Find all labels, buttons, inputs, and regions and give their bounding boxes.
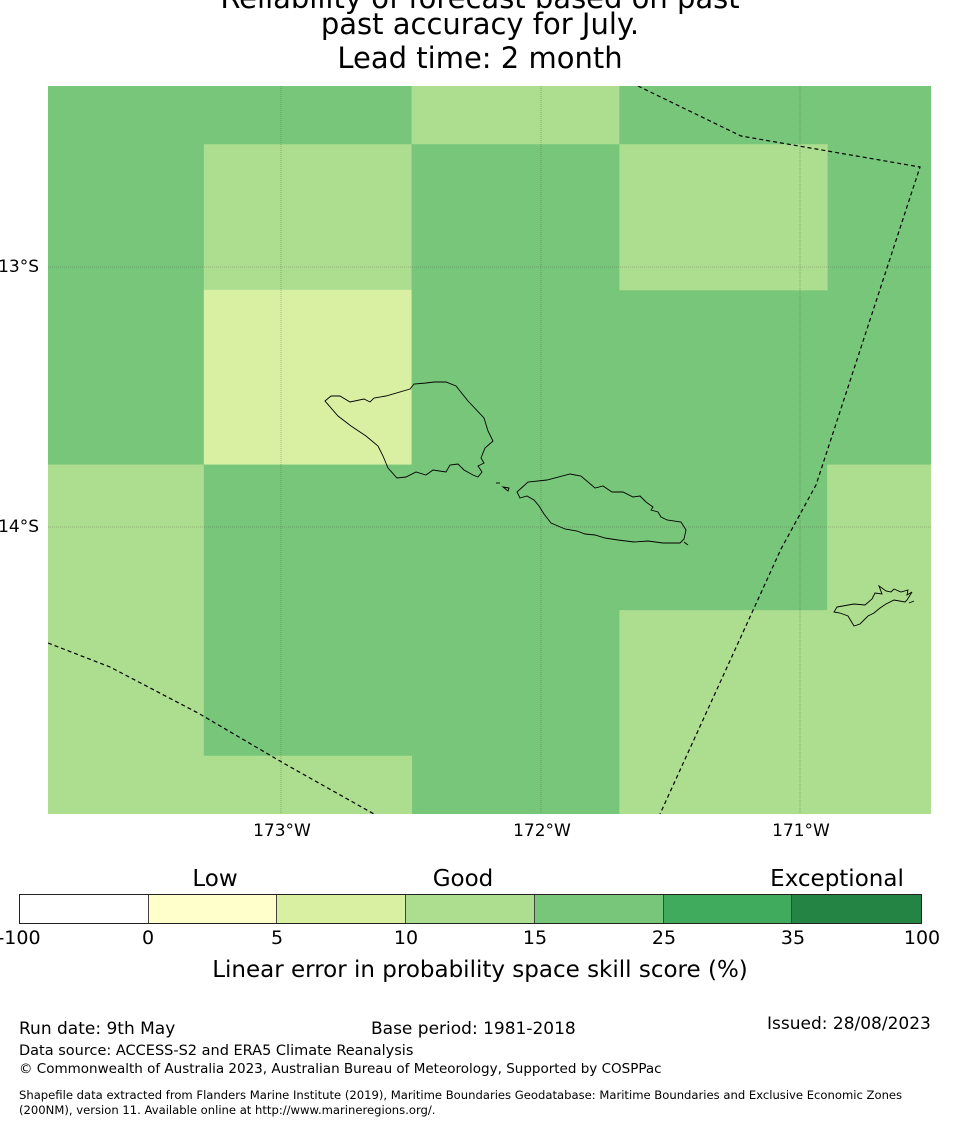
colorbar-category-low: Low	[192, 866, 238, 892]
skill-cell-10	[619, 464, 828, 611]
islet-apolima	[501, 486, 510, 492]
colorbar-segment-6	[792, 895, 921, 923]
shapefile-credit-line-2: (200NM), version 11. Available online at…	[19, 1103, 436, 1117]
skill-cell-12	[619, 610, 931, 814]
skill-cell-1	[411, 86, 620, 145]
issued-date: Issued: 28/08/2023	[767, 1014, 931, 1034]
skill-grid-cells	[48, 86, 931, 814]
graticule	[48, 86, 931, 814]
skill-cell-5	[411, 144, 620, 466]
skill-cell-8	[203, 464, 413, 757]
colorbar-tick-label: 5	[270, 927, 284, 949]
colorbar-category-good: Good	[432, 866, 494, 892]
colorbar-tick-label: 10	[393, 927, 419, 949]
title-line-2: past accuracy for July.	[320, 7, 640, 41]
eez-boundaries	[48, 86, 921, 814]
lat-label-13s: 13°S	[0, 257, 39, 277]
colorbar-label: Linear error in probability space skill …	[212, 957, 748, 983]
colorbar-tick-label: 0	[141, 927, 155, 949]
skill-cell-7	[48, 464, 205, 814]
shapefile-credit-line-1: Shapefile data extracted from Flanders M…	[19, 1088, 903, 1102]
skill-cell-6	[619, 144, 828, 291]
map-panel	[48, 86, 931, 814]
colorbar-segment-0	[20, 895, 149, 923]
colorbar-segment-4	[534, 895, 664, 923]
lon-label-172w: 172°W	[513, 821, 571, 841]
title-line-3: Lead time: 2 month	[337, 41, 623, 75]
colorbar-tick-label: 25	[651, 927, 677, 949]
islet-aunuu	[908, 600, 915, 604]
skill-map	[48, 86, 931, 814]
lon-label-173w: 173°W	[253, 821, 311, 841]
colorbar-tick-label: 35	[780, 927, 806, 949]
island-savaii	[324, 381, 494, 479]
colorbar-tick-label: 100	[903, 927, 941, 949]
colorbar-segment-1	[148, 895, 278, 923]
coastlines	[324, 381, 915, 627]
eez-boundary-southwest	[48, 642, 375, 814]
title-line-1: Reliability of forecast based on past	[0, 0, 960, 15]
island-tutuila	[833, 584, 913, 627]
colorbar-category-exceptional: Exceptional	[770, 866, 904, 892]
colorbar-segment-3	[406, 895, 535, 923]
data-source: Data source: ACCESS-S2 and ERA5 Climate …	[19, 1043, 414, 1059]
lon-label-171w: 171°W	[772, 821, 830, 841]
skill-cell-13	[203, 755, 413, 814]
skill-cell-3	[203, 144, 413, 291]
run-date: Run date: 9th May	[19, 1019, 176, 1039]
island-upolu	[516, 473, 687, 544]
lat-label-14s: 14°S	[0, 517, 39, 537]
skill-cell-11	[827, 464, 931, 611]
island-upolu-tip	[683, 541, 689, 546]
colorbar-tick-label: -100	[0, 927, 41, 949]
base-period: Base period: 1981-2018	[371, 1019, 576, 1039]
colorbar-tick-label: 15	[522, 927, 548, 949]
copyright-notice: © Commonwealth of Australia 2023, Austra…	[19, 1061, 662, 1077]
skill-cell-4	[203, 289, 413, 466]
eez-boundary-north	[637, 86, 921, 814]
colorbar-segment-5	[663, 895, 793, 923]
colorbar	[19, 894, 922, 924]
colorbar-segment-2	[277, 895, 407, 923]
skill-cell-9	[411, 464, 620, 814]
